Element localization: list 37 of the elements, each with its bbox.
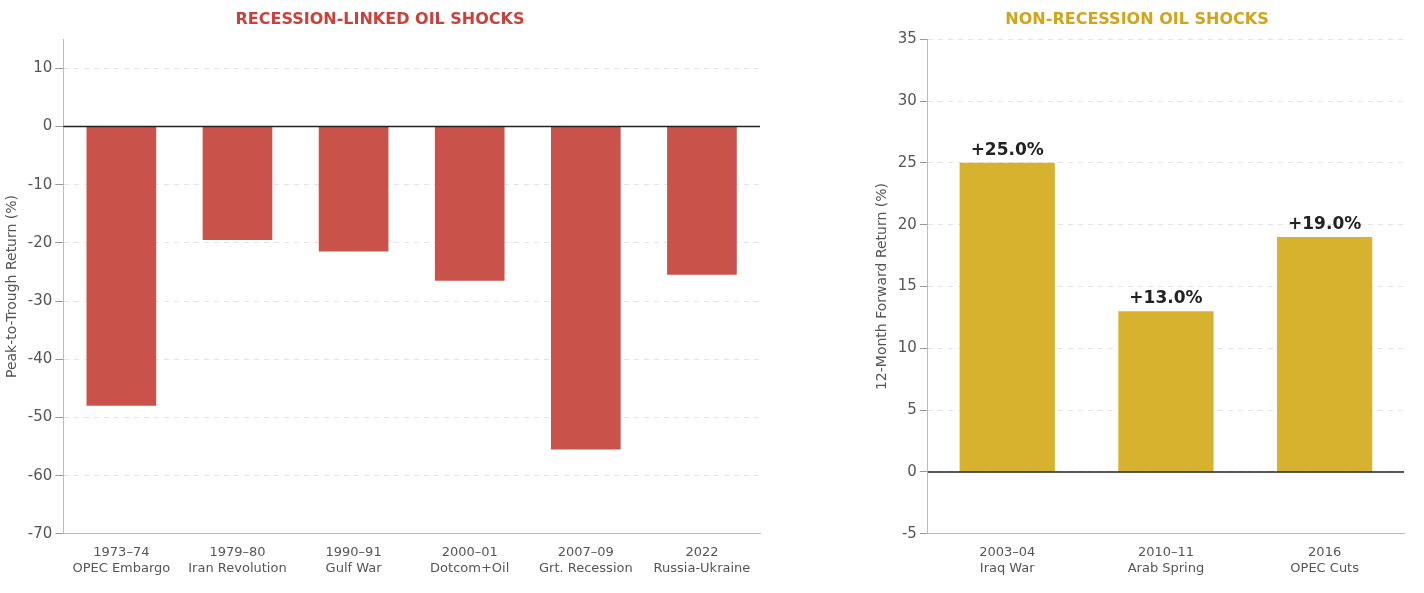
y-tick-label: -30 <box>27 290 53 309</box>
y-tick-label: -60 <box>27 465 53 484</box>
y-tick-label: 5 <box>907 400 917 419</box>
x-tick-label: 2003–04 Iraq War <box>979 543 1036 575</box>
x-tick-label: 2022 Russia-Ukraine <box>653 543 751 575</box>
y-tick-label: -20 <box>27 232 53 251</box>
y-axis-title: 12-Month Forward Return (%) <box>873 182 890 391</box>
x-tick-label: 2007–09 Grt. Recession <box>538 543 633 575</box>
bar <box>1277 237 1373 472</box>
y-tick-label: 10 <box>33 58 53 77</box>
y-tick-label: 30 <box>897 90 917 109</box>
y-tick-label: 15 <box>897 276 917 295</box>
bar <box>959 162 1055 472</box>
bar <box>1118 311 1214 472</box>
data-label: +13.0% <box>1129 287 1203 308</box>
chart-title: RECESSION-LINKED OIL SHOCKS <box>235 8 525 28</box>
y-tick-label: 0 <box>42 116 53 135</box>
y-tick-label: 0 <box>907 461 917 480</box>
y-tick-label: 20 <box>897 214 917 233</box>
y-tick-label: -5 <box>901 523 917 542</box>
x-tick-label: 2016 OPEC Cuts <box>1290 543 1360 575</box>
y-tick-label: 10 <box>897 338 917 357</box>
y-tick-label: 25 <box>897 152 917 171</box>
y-tick-label: -70 <box>27 523 53 542</box>
chart-title: NON-RECESSION OIL SHOCKS <box>1005 8 1269 28</box>
x-tick-label: 1990–91 Gulf War <box>325 543 383 575</box>
x-tick-label: 1973–74 OPEC Embargo <box>72 543 171 575</box>
x-tick-label: 1979–80 Iran Revolution <box>188 543 287 575</box>
data-label: +25.0% <box>970 138 1044 159</box>
x-tick-label: 2010–11 Arab Spring <box>1127 543 1205 575</box>
y-tick-label: -10 <box>27 174 53 193</box>
y-tick-label: -40 <box>27 349 53 368</box>
y-tick-label: -50 <box>27 407 53 426</box>
x-tick-label: 2000–01 Dotcom+Oil <box>430 543 510 575</box>
y-axis-title: Peak-to-Trough Return (%) <box>3 194 20 379</box>
data-label: +19.0% <box>1288 212 1362 233</box>
y-tick-label: 35 <box>897 29 917 48</box>
